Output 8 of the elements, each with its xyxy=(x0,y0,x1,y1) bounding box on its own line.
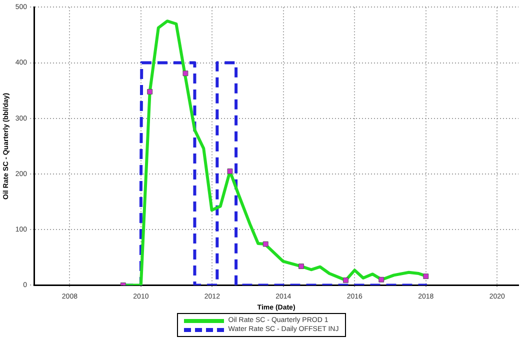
point xyxy=(182,70,188,76)
point xyxy=(147,88,153,94)
point xyxy=(343,277,348,283)
point xyxy=(423,274,429,280)
point xyxy=(378,276,384,282)
point xyxy=(262,241,268,247)
point xyxy=(227,168,233,174)
point xyxy=(298,264,304,270)
